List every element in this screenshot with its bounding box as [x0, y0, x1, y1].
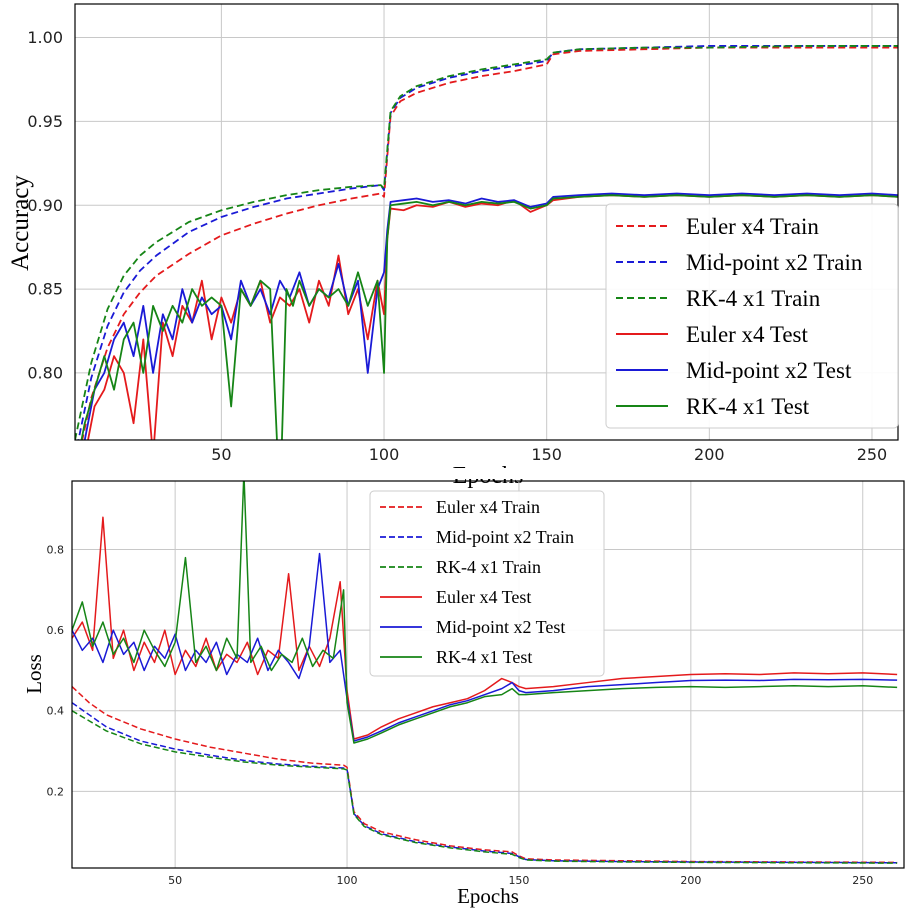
legend-label: Mid-point x2 Test: [436, 617, 565, 637]
loss-y-axis-title: Loss: [22, 654, 46, 694]
accuracy-y-axis-title: Accuracy: [7, 175, 34, 271]
series-clip: [72, 481, 898, 864]
legend-label: Mid-point x2 Train: [686, 250, 863, 275]
legend-label: Euler x4 Test: [686, 322, 808, 347]
series-line-rk-4-x1-test: [80, 194, 898, 440]
y-tick-label: 0.2: [47, 785, 65, 798]
legend-item: Mid-point x2 Test: [380, 617, 565, 637]
y-tick-label: 0.95: [27, 112, 63, 131]
series-line-euler-x4-test: [72, 516, 898, 740]
series-line-mid-point-x2-train: [72, 702, 898, 864]
x-tick-label: 250: [857, 445, 888, 464]
series-line-rk-4-x1-train: [75, 45, 898, 440]
panel-separator: [0, 468, 912, 479]
series-line-mid-point-x2-test: [72, 552, 898, 742]
x-tick-label: 100: [337, 874, 358, 887]
y-tick-label: 0.80: [27, 364, 63, 383]
x-tick-label: 200: [694, 445, 725, 464]
accuracy-tick-labels: 50 100 150 200 250 0.80 0.85 0.90 0.95 1.00: [27, 28, 887, 464]
x-tick-label: 150: [508, 874, 529, 887]
legend-label: Mid-point x2 Test: [686, 358, 852, 383]
legend-item: RK-4 x1 Train: [380, 557, 541, 577]
x-tick-label: 50: [211, 445, 231, 464]
series-line-rk-4-x1-test: [72, 481, 898, 744]
series-line-rk-4-x1-train: [72, 710, 898, 864]
accuracy-legend-box: [605, 203, 899, 429]
x-tick-label: 250: [852, 874, 873, 887]
series-line-euler-x4-train: [72, 686, 898, 864]
series-line-euler-x4-train: [81, 46, 898, 440]
legend-label: RK-4 x1 Train: [686, 286, 821, 311]
loss-series-group: [72, 481, 898, 864]
loss-legend: Euler x4 Train Mid-point x2 Train RK-4 x…: [369, 490, 605, 677]
x-tick-label: 100: [369, 445, 400, 464]
y-tick-label: 0.85: [27, 280, 63, 299]
accuracy-series-group: [75, 45, 898, 440]
legend-item: Euler x4 Test: [380, 587, 531, 607]
legend-item: Euler x4 Train: [616, 214, 819, 239]
legend-label: Mid-point x2 Train: [436, 527, 574, 547]
x-tick-label: 150: [531, 445, 562, 464]
y-tick-label: 0.8: [47, 543, 65, 556]
legend-label: RK-4 x1 Train: [436, 557, 541, 577]
legend-label: Euler x4 Train: [436, 497, 540, 517]
y-tick-label: 1.00: [27, 28, 63, 47]
legend-label: Euler x4 Test: [436, 587, 531, 607]
loss-legend-box: [369, 490, 605, 677]
legend-item: Mid-point x2 Train: [616, 250, 863, 275]
loss-tick-labels: 50 100 150 200 250 0.2 0.4 0.6 0.8: [47, 543, 874, 887]
loss-x-axis-title: Epochs: [457, 884, 519, 908]
legend-label: RK-4 x1 Test: [436, 647, 532, 667]
legend-item: Euler x4 Test: [616, 322, 808, 347]
x-tick-label: 200: [680, 874, 701, 887]
legend-label: RK-4 x1 Test: [686, 394, 810, 419]
legend-label: Euler x4 Train: [686, 214, 819, 239]
legend-item: RK-4 x1 Test: [616, 394, 810, 419]
legend-item: Mid-point x2 Test: [616, 358, 852, 383]
legend-item: RK-4 x1 Train: [616, 286, 821, 311]
y-tick-label: 0.4: [47, 705, 65, 718]
legend-item: Mid-point x2 Train: [380, 527, 574, 547]
legend-item: RK-4 x1 Test: [380, 647, 532, 667]
series-clip: [75, 45, 898, 440]
legend-item: Euler x4 Train: [380, 497, 540, 517]
x-tick-label: 50: [168, 874, 182, 887]
accuracy-legend: Euler x4 Train Mid-point x2 Train RK-4 x…: [605, 203, 899, 429]
y-tick-label: 0.90: [27, 196, 63, 215]
plot-frame: [71, 480, 905, 869]
y-tick-label: 0.6: [47, 624, 65, 637]
